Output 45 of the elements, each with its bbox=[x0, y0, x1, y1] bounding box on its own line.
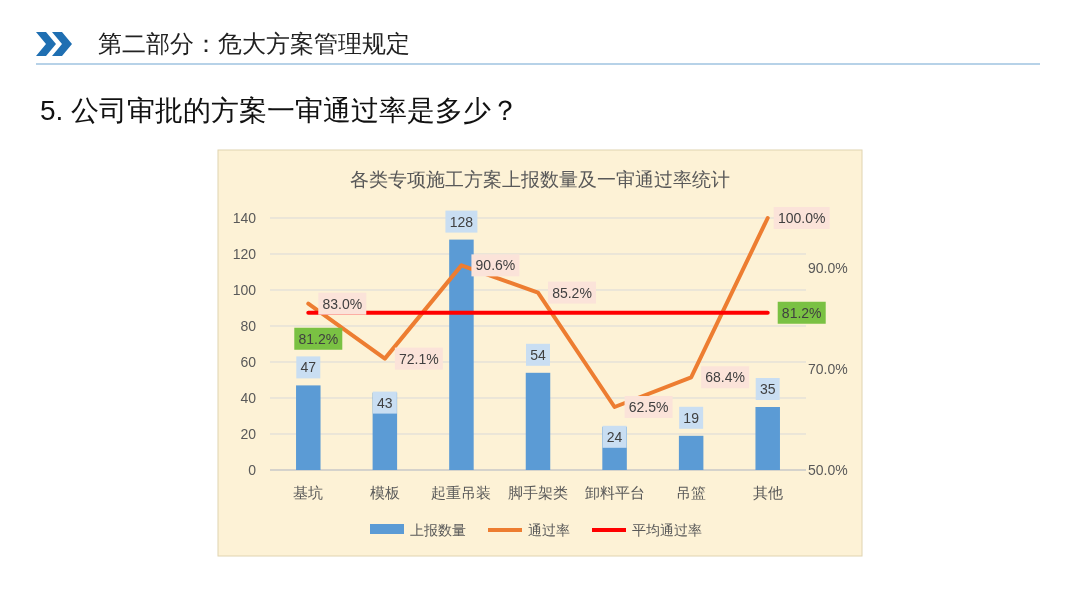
bar bbox=[755, 407, 780, 470]
y2-tick-label: 90.0% bbox=[808, 260, 848, 277]
chart-title: 各类专项施工方案上报数量及一审通过率统计 bbox=[350, 169, 730, 190]
text: 第二部分：危大方案管理规定 bbox=[98, 30, 410, 57]
y-tick-label: 20 bbox=[240, 426, 257, 442]
x-tick-label: 基坑 bbox=[293, 484, 324, 501]
data-label: 19 bbox=[683, 409, 700, 426]
legend-label: 上报数量 bbox=[410, 522, 466, 538]
data-label: 90.6% bbox=[475, 257, 516, 274]
bar bbox=[449, 239, 474, 470]
data-label: 62.5% bbox=[628, 399, 669, 415]
bar bbox=[296, 385, 321, 470]
data-label: 54 bbox=[530, 346, 546, 363]
data-label: 68.4% bbox=[705, 369, 745, 386]
data-label: 128 bbox=[449, 213, 474, 230]
data-label: 83.0% bbox=[322, 295, 363, 312]
data-label: 24 bbox=[606, 428, 623, 445]
data-label: 72.1% bbox=[399, 350, 439, 367]
x-tick-label: 模板 bbox=[369, 484, 400, 501]
bar bbox=[678, 435, 704, 470]
y-tick-label: 0 bbox=[248, 462, 257, 478]
y-tick-label: 140 bbox=[232, 210, 257, 226]
y-tick-label: 100 bbox=[232, 282, 257, 298]
y-tick-label: 60 bbox=[240, 354, 257, 370]
x-tick-label: 吊篮 bbox=[676, 484, 707, 501]
data-label: 81.2% bbox=[781, 304, 822, 321]
y2-tick-label: 70.0% bbox=[808, 361, 848, 378]
data-label: 81.2% bbox=[298, 330, 339, 347]
x-tick-label: 卸料平台 bbox=[584, 484, 645, 501]
x-tick-label: 其他 bbox=[752, 484, 783, 501]
y-tick-label: 120 bbox=[232, 246, 257, 262]
data-label: 85.2% bbox=[552, 284, 592, 301]
y-tick-label: 40 bbox=[240, 390, 257, 406]
x-tick-label: 起重吊装 bbox=[431, 484, 492, 501]
data-label: 35 bbox=[759, 381, 776, 397]
x-tick-label: 脚手架类 bbox=[508, 484, 568, 501]
data-label: 100.0% bbox=[777, 210, 826, 226]
data-label: 43 bbox=[377, 394, 393, 411]
legend-label: 通过率 bbox=[528, 522, 570, 538]
text: 5. 公司审批的方案一审通过率是多少？ bbox=[40, 95, 520, 126]
y-tick-label: 80 bbox=[240, 318, 257, 334]
bar bbox=[525, 372, 551, 470]
data-label: 47 bbox=[300, 359, 317, 376]
legend-label: 平均通过率 bbox=[632, 522, 702, 538]
y2-tick-label: 50.0% bbox=[808, 462, 848, 478]
